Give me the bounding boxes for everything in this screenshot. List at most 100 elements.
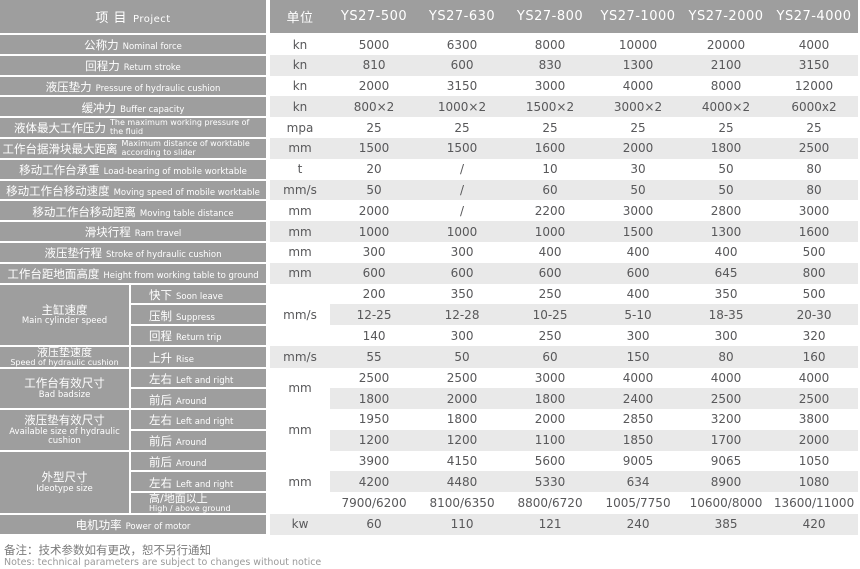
value-cell: 240 bbox=[594, 513, 683, 535]
value-cell: 600 bbox=[418, 54, 507, 76]
label-en: Available size of hydraulic cushion bbox=[9, 426, 120, 447]
value-cell: 1000 bbox=[506, 221, 595, 242]
table-row: 外型尺寸 Ideotype size 前后 Around mm 3900 4150 … bbox=[0, 450, 859, 515]
value-cell: 400 bbox=[594, 283, 683, 305]
label-en: Rise bbox=[176, 354, 194, 365]
label-en: Around bbox=[176, 458, 207, 469]
value-cell: 121 bbox=[506, 513, 595, 535]
value-cell: 350 bbox=[682, 283, 771, 305]
unit-cell: mpa bbox=[268, 117, 331, 138]
value-cell: 1600 bbox=[770, 221, 859, 242]
label-en: Left and right bbox=[176, 417, 234, 428]
value-cell: 830 bbox=[506, 54, 595, 76]
value-cell: 9005 bbox=[594, 450, 683, 472]
value-cell: 1800 bbox=[330, 388, 419, 410]
label-zh: 工作台距地面高度 bbox=[7, 266, 100, 281]
value-cell: 2400 bbox=[594, 388, 683, 410]
value-cell: 2500 bbox=[682, 388, 771, 410]
value-cell: 1050 bbox=[770, 450, 859, 472]
label-zh: 外型尺寸 bbox=[41, 470, 88, 485]
unit-cell: mm bbox=[268, 137, 331, 159]
label-zh: 移动工作台移动距离 bbox=[32, 204, 136, 219]
value-cell: 800 bbox=[770, 262, 859, 284]
unit-cell: mm bbox=[268, 200, 331, 222]
value-cell: 25 bbox=[770, 117, 859, 138]
value-cell: 4000 bbox=[594, 75, 683, 97]
value-cell: 55 bbox=[330, 345, 419, 368]
group-label-bed-size: 工作台有效尺寸 Bad badsize bbox=[0, 367, 131, 411]
table-row: 移动工作台承重 Load-bearing of mobile worktable … bbox=[0, 158, 859, 181]
sub-label: 前后 Around bbox=[130, 429, 271, 452]
label-en: The maximum working pressure of the flui… bbox=[110, 118, 250, 136]
group-label-ideotype-size: 外型尺寸 Ideotype size bbox=[0, 450, 131, 515]
label-zh: 电机功率 bbox=[75, 518, 122, 533]
table-row: 左右 Left and right 4200 4480 5330 634 8900… bbox=[0, 471, 859, 494]
value-cell: 140 bbox=[330, 325, 419, 346]
value-cell: 5000 bbox=[330, 34, 419, 55]
value-cell: 10 bbox=[506, 158, 595, 180]
value-cell: 8100/6350 bbox=[418, 492, 507, 514]
table-row: 高/地面以上 High / above ground 7900/6200 8100… bbox=[0, 492, 859, 515]
value-cell: 60 bbox=[506, 345, 595, 368]
value-cell: 1500 bbox=[418, 137, 507, 159]
label-zh: 回程力 bbox=[85, 59, 120, 73]
value-cell: 4000 bbox=[594, 367, 683, 389]
unit-cell: kn bbox=[268, 96, 331, 118]
sub-label: 压制 Suppress bbox=[130, 304, 271, 327]
row-label: 液压垫行程 Stroke of hydraulic cushion bbox=[0, 241, 271, 264]
label-zh: 快下 bbox=[149, 287, 172, 302]
table-row: 液压垫行程 Stroke of hydraulic cushion mm 300 … bbox=[0, 241, 859, 264]
table-row: 回程力 Return stroke kn 810 600 830 1300 210… bbox=[0, 54, 859, 77]
value-cell: 1800 bbox=[682, 137, 771, 159]
value-cell: 2850 bbox=[594, 409, 683, 430]
sub-label: 左右 Left and right bbox=[130, 409, 271, 431]
value-cell: 1200 bbox=[418, 429, 507, 451]
label-zh: 前后 bbox=[149, 392, 172, 407]
value-cell: 25 bbox=[594, 117, 683, 138]
table-row: 移动工作台移动距离 Moving table distance mm 2000 /… bbox=[0, 200, 859, 223]
table-row: 公称力 Nominal force kn 5000 6300 8000 10000… bbox=[0, 34, 859, 56]
value-cell: 110 bbox=[418, 513, 507, 535]
value-cell: / bbox=[418, 158, 507, 180]
value-cell: 3150 bbox=[770, 54, 859, 76]
sub-label: 上升 Rise bbox=[130, 345, 271, 369]
label-en: Maximum distance of worktable according … bbox=[121, 139, 250, 157]
value-cell: 50 bbox=[418, 345, 507, 368]
value-cell: 8800/6720 bbox=[506, 492, 595, 514]
table-row: 前后 Around 1200 1200 1100 1850 1700 2000 bbox=[0, 429, 859, 452]
value-cell: 2000 bbox=[594, 137, 683, 159]
label-zh: 工作台据滑块最大距离 bbox=[2, 142, 118, 157]
label-en: Buffer capacity bbox=[120, 104, 185, 115]
value-cell: 250 bbox=[506, 283, 595, 305]
sub-label: 快下 Soon leave bbox=[130, 283, 271, 306]
value-cell: 300 bbox=[594, 325, 683, 346]
footnotes: 备注：技术参数如有更改，恕不另行通知 Notes: technical para… bbox=[4, 543, 860, 569]
value-cell: 1000 bbox=[418, 221, 507, 242]
unit-cell: mm/s bbox=[268, 345, 331, 368]
value-cell: 810 bbox=[330, 54, 419, 76]
column-header-model: YS27-800 bbox=[506, 0, 595, 35]
group-label-cushion-speed: 液压垫速度 Speed of hydraulic cushion bbox=[0, 345, 131, 369]
value-cell: 634 bbox=[594, 471, 683, 493]
value-cell: 250 bbox=[506, 325, 595, 346]
project-header-en: Project bbox=[132, 14, 171, 25]
value-cell: 400 bbox=[594, 241, 683, 263]
label-en: Moving speed of mobile worktable bbox=[113, 187, 260, 198]
value-cell: 3000 bbox=[506, 75, 595, 97]
value-cell: 420 bbox=[770, 513, 859, 535]
label-zh: 前后 bbox=[149, 434, 172, 449]
label-en: Suppress bbox=[176, 312, 215, 323]
value-cell: 1080 bbox=[770, 471, 859, 493]
value-cell: 7900/6200 bbox=[330, 492, 419, 514]
value-cell: 300 bbox=[682, 325, 771, 346]
value-cell: 1300 bbox=[682, 221, 771, 242]
value-cell: 2000 bbox=[330, 200, 419, 222]
column-header-unit: 单位 bbox=[268, 0, 331, 35]
value-cell: 150 bbox=[594, 345, 683, 368]
label-en: Left and right bbox=[176, 479, 234, 490]
value-cell: 500 bbox=[770, 283, 859, 305]
label-en: Return stroke bbox=[123, 63, 181, 73]
unit-cell: mm bbox=[268, 241, 331, 263]
label-zh: 上升 bbox=[149, 350, 172, 365]
value-cell: 320 bbox=[770, 325, 859, 346]
